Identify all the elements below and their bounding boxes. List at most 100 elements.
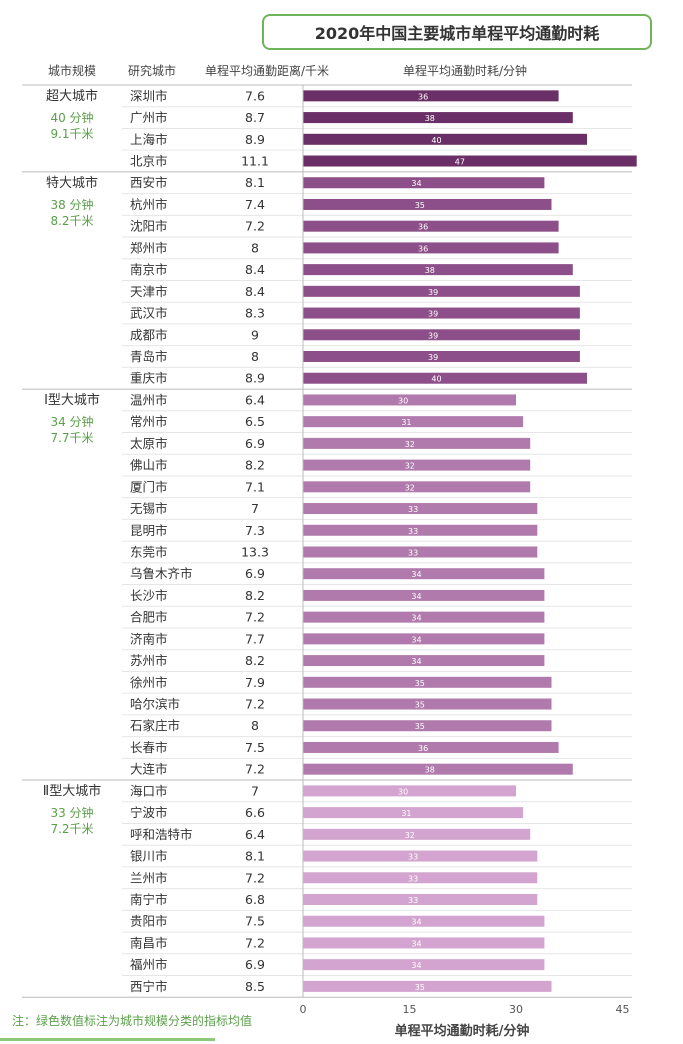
distance-value: 6.9: [245, 436, 265, 451]
x-tick-label: 30: [509, 1003, 523, 1016]
bar-value-label: 33: [408, 896, 418, 905]
time-bar: [303, 633, 545, 645]
column-header-distance: 单程平均通勤距离/千米: [205, 63, 329, 78]
distance-value: 11.1: [241, 154, 269, 169]
bar-value-label: 34: [411, 918, 421, 927]
distance-value: 8.4: [245, 262, 265, 277]
city-label: 大连市: [130, 762, 168, 777]
bar-value-label: 34: [411, 961, 421, 970]
time-bar: [303, 589, 545, 601]
time-bar: [303, 264, 573, 276]
chart-title: 2020年中国主要城市单程平均通勤时耗: [262, 14, 652, 50]
bar-value-label: 34: [411, 592, 421, 601]
x-tick-label: 45: [616, 1003, 630, 1016]
city-label: 重庆市: [130, 371, 168, 386]
city-label: 哈尔滨市: [130, 697, 180, 712]
distance-value: 8: [251, 240, 259, 255]
distance-value: 13.3: [241, 544, 269, 559]
column-header-scale: 城市规模: [48, 63, 96, 78]
time-bar: [303, 372, 587, 384]
distance-value: 8.1: [245, 849, 265, 864]
x-axis-label: 单程平均通勤时耗/分钟: [395, 1023, 530, 1039]
x-tick-label: 0: [300, 1003, 307, 1016]
time-bar: [303, 524, 538, 536]
bar-value-label: 32: [405, 462, 415, 471]
time-bar: [303, 112, 573, 124]
city-label: 北京市: [130, 154, 168, 169]
group-avg-distance: 7.7千米: [50, 431, 93, 445]
distance-value: 7.2: [245, 935, 265, 950]
time-bar: [303, 394, 516, 406]
bar-value-label: 31: [401, 418, 411, 427]
time-bar: [303, 481, 531, 493]
time-bar: [303, 416, 524, 428]
group-avg-distance: 9.1千米: [50, 127, 93, 141]
group-name: 超大城市: [46, 88, 98, 104]
distance-value: 7.6: [245, 88, 265, 103]
distance-value: 6.4: [245, 827, 265, 842]
city-label: 南京市: [130, 262, 168, 277]
bar-value-label: 35: [415, 701, 425, 710]
bar-value-label: 39: [428, 310, 438, 319]
time-bar: [303, 329, 580, 341]
time-bar: [303, 155, 637, 167]
time-bar: [303, 242, 559, 254]
city-label: 沈阳市: [130, 219, 168, 234]
distance-value: 8: [251, 718, 259, 733]
bar-value-label: 33: [408, 853, 418, 862]
distance-value: 7.9: [245, 675, 265, 690]
bar-value-label: 39: [428, 288, 438, 297]
distance-value: 6.5: [245, 414, 265, 429]
distance-value: 6.4: [245, 392, 265, 407]
city-label: 佛山市: [130, 458, 168, 473]
city-label: 海口市: [130, 783, 168, 798]
group-name: 特大城市: [46, 175, 98, 191]
bar-value-label: 40: [431, 136, 441, 145]
bar-value-label: 32: [405, 440, 415, 449]
city-label: 杭州市: [130, 197, 168, 212]
time-bar: [303, 459, 531, 471]
distance-value: 8: [251, 349, 259, 364]
bar-value-label: 38: [425, 766, 435, 775]
bar-value-label: 34: [411, 939, 421, 948]
time-bar: [303, 285, 580, 297]
distance-value: 8.2: [245, 588, 265, 603]
time-bar: [303, 828, 531, 840]
time-bar: [303, 785, 516, 797]
distance-value: 6.6: [245, 805, 265, 820]
time-bar: [303, 546, 538, 558]
time-bar: [303, 894, 538, 905]
distance-value: 7.2: [245, 697, 265, 712]
group-avg-time: 38 分钟: [50, 197, 93, 212]
group-avg-time: 40 分钟: [50, 110, 93, 125]
time-bar: [303, 720, 552, 732]
city-label: 银川市: [130, 849, 168, 864]
distance-value: 7.2: [245, 610, 265, 625]
time-bar: [303, 503, 538, 515]
city-label: 成都市: [130, 327, 168, 342]
city-label: 上海市: [130, 132, 168, 147]
chart-rows: 超大城市 40 分钟 9.1千米 深圳市 7.6 36 广州市 8.7 38 上海市 8.9 40 北京…: [22, 84, 637, 998]
city-label: 温州市: [130, 392, 168, 407]
city-label: 天津市: [130, 284, 168, 299]
distance-value: 8.3: [245, 306, 265, 321]
city-label: 无锡市: [130, 501, 168, 516]
bar-value-label: 40: [431, 375, 441, 384]
group-name: Ⅱ型大城市: [43, 783, 101, 799]
time-bar: [303, 872, 538, 884]
city-label: 长沙市: [130, 588, 168, 603]
time-bar: [303, 850, 538, 862]
footnote-underline: [0, 1038, 215, 1041]
distance-value: 6.8: [245, 892, 265, 907]
bar-value-label: 36: [418, 223, 428, 232]
city-label: 长春市: [130, 740, 168, 755]
distance-value: 7.5: [245, 914, 265, 929]
time-bar: [303, 198, 552, 210]
distance-value: 7: [251, 783, 259, 798]
bar-value-label: 32: [405, 483, 415, 492]
bar-value-label: 34: [411, 635, 421, 644]
distance-value: 7.5: [245, 740, 265, 755]
bar-value-label: 34: [411, 614, 421, 623]
distance-value: 7.2: [245, 870, 265, 885]
